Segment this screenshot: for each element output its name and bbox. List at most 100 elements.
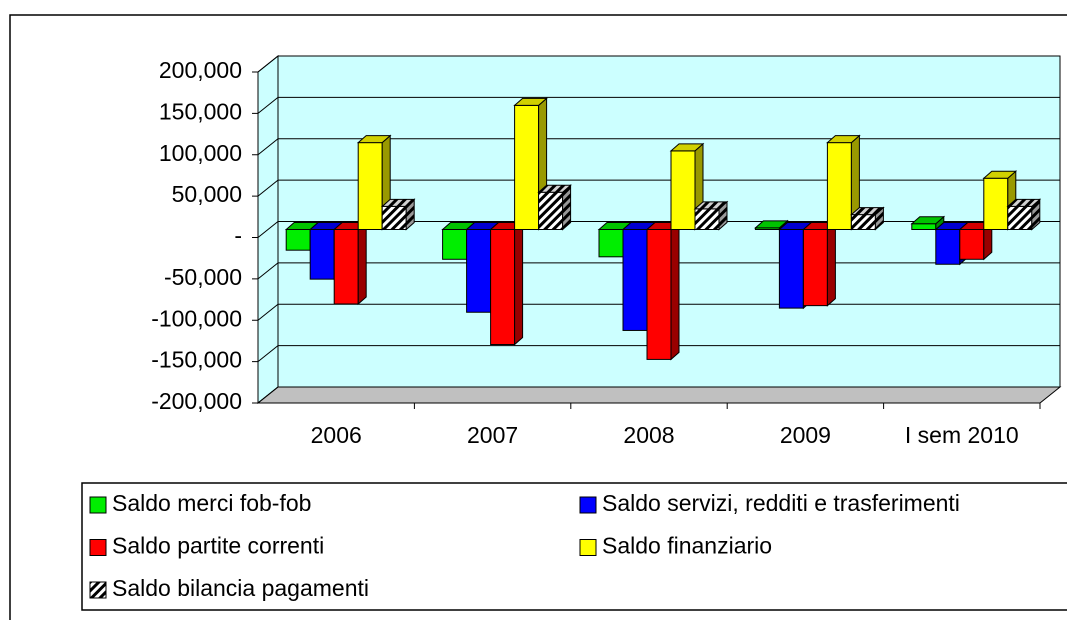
legend-box	[81, 482, 1067, 611]
y-tick-label: 100,000	[159, 140, 242, 166]
bar-front	[466, 229, 492, 313]
y-tick-label: -200,000	[151, 388, 242, 414]
bar	[1006, 198, 1042, 231]
bar-front	[778, 229, 804, 309]
bar-front	[959, 229, 985, 260]
bar	[332, 221, 368, 306]
bar-top	[513, 97, 548, 106]
grid-line	[257, 96, 1060, 114]
bar-front	[514, 104, 540, 230]
grid-line	[257, 138, 1060, 156]
bar-front	[598, 229, 624, 258]
legend-swatch	[579, 496, 597, 514]
bar-side-shade	[514, 222, 523, 345]
bar-top-shade	[779, 222, 812, 230]
bar-front	[694, 208, 720, 230]
bar-top	[380, 198, 416, 207]
bar-top-shade	[911, 216, 944, 224]
legend-swatch	[579, 539, 597, 556]
bar-top-shade	[514, 98, 547, 106]
bar-side-shade	[935, 216, 944, 230]
bar-top-shade	[358, 135, 391, 143]
legend-label: Saldo servizi, redditi e trasferimenti	[602, 490, 960, 516]
bar-top-shade	[466, 222, 499, 230]
bar-top	[1006, 198, 1042, 207]
legend-swatch	[89, 539, 107, 556]
bar	[826, 134, 861, 231]
x-tick-label: 2007	[467, 422, 518, 448]
bar-front	[622, 229, 648, 331]
bar	[489, 221, 524, 346]
bar-front	[826, 142, 852, 230]
bar-top	[693, 201, 729, 210]
bar-front	[802, 229, 828, 307]
bar-side-shade	[406, 199, 415, 230]
bar	[537, 184, 572, 231]
bar	[850, 206, 885, 231]
bar-top-shade	[538, 185, 571, 193]
bar-front	[935, 229, 961, 265]
bar	[380, 198, 416, 231]
bar-front	[670, 150, 696, 230]
bar-top-shade	[983, 171, 1016, 179]
bar-top-shade	[671, 143, 703, 151]
y-tick-label: 200,000	[159, 57, 242, 83]
bar-top	[826, 135, 861, 144]
y-tick-label: -100,000	[151, 305, 242, 331]
y-tick-label: -50,000	[164, 264, 242, 290]
grid-line	[257, 221, 1060, 238]
legend-label: Saldo partite correnti	[112, 533, 324, 559]
bar-top	[850, 207, 885, 216]
bar-side-shade	[671, 222, 679, 360]
bar	[910, 215, 946, 231]
bar-top-shade	[382, 199, 415, 207]
bar-top	[754, 220, 789, 229]
y-tick-label: 150,000	[159, 98, 242, 124]
bar-side-shade	[719, 201, 727, 230]
bar-top-shade	[310, 222, 343, 230]
bar-side-shade	[827, 222, 836, 306]
legend-label: Saldo finanziario	[602, 533, 772, 559]
bar-front	[381, 205, 407, 231]
bar-front	[646, 229, 672, 360]
bar-top-shade	[623, 222, 655, 230]
plot-area	[252, 54, 1062, 409]
bar-front	[850, 214, 876, 230]
bar-top-shade	[442, 222, 475, 230]
bar-top-shade	[755, 220, 788, 228]
legend-label: Saldo bilancia pagamenti	[112, 575, 369, 601]
bar-top	[982, 170, 1018, 179]
bar-side-shade	[358, 222, 367, 304]
legend-swatch	[89, 496, 107, 514]
legend-label: Saldo merci fob-fob	[112, 490, 311, 516]
bar-top-shade	[827, 135, 860, 143]
x-tick-label: I sem 2010	[905, 422, 1019, 448]
bar-side-shade	[983, 222, 992, 260]
bar-front	[442, 229, 468, 260]
legend-swatch	[89, 581, 107, 599]
bar-top-shade	[695, 201, 727, 209]
x-tick-label: 2009	[780, 422, 831, 448]
bar-top-shade	[286, 222, 319, 230]
grid-line	[257, 345, 1060, 363]
bar-top-shade	[599, 222, 631, 230]
y-tick-label: 50,000	[172, 181, 242, 207]
bar-front	[1007, 205, 1033, 231]
floor	[256, 386, 1062, 404]
x-tick-label: 2008	[623, 422, 674, 448]
bar-side-shade	[851, 135, 860, 230]
bar-front	[490, 229, 516, 346]
bar-front	[357, 142, 383, 230]
bar	[693, 200, 729, 231]
bar-top	[910, 216, 946, 225]
bar-side-shade	[1031, 199, 1040, 230]
grid-line	[257, 55, 1060, 73]
y-tick-label: -150,000	[151, 347, 242, 373]
bar-side-shade	[562, 185, 571, 230]
bar-top-shade	[1007, 199, 1040, 207]
bar-front	[309, 229, 335, 280]
bar-top	[537, 184, 572, 193]
bar-top	[356, 135, 392, 144]
bar-top-shade	[851, 207, 884, 215]
